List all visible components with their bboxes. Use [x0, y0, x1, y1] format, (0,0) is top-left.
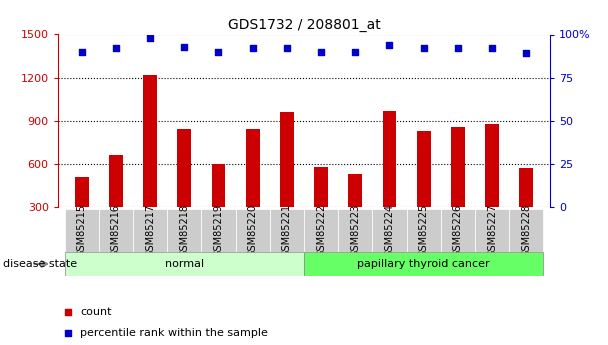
- Bar: [212, 164, 226, 207]
- Point: [145, 35, 155, 41]
- Point: [282, 46, 292, 51]
- Text: GSM85218: GSM85218: [179, 204, 189, 257]
- Text: GSM85227: GSM85227: [487, 204, 497, 257]
- Text: GSM85215: GSM85215: [77, 204, 87, 257]
- Bar: [167, 209, 201, 252]
- Bar: [519, 168, 533, 207]
- Bar: [314, 167, 328, 207]
- Point: [350, 49, 360, 55]
- Point: [419, 46, 429, 51]
- Text: papillary thyroid cancer: papillary thyroid cancer: [358, 259, 490, 269]
- Bar: [485, 124, 499, 207]
- Bar: [98, 209, 133, 252]
- Bar: [143, 75, 157, 207]
- Bar: [280, 112, 294, 207]
- Bar: [246, 129, 260, 207]
- Text: percentile rank within the sample: percentile rank within the sample: [80, 328, 268, 337]
- Bar: [338, 209, 372, 252]
- Bar: [178, 129, 191, 207]
- Point: [385, 42, 395, 48]
- Bar: [304, 252, 544, 276]
- Bar: [510, 209, 544, 252]
- Bar: [133, 209, 167, 252]
- Point: [111, 46, 121, 51]
- Bar: [201, 209, 236, 252]
- Point: [389, 235, 398, 240]
- Text: GSM85228: GSM85228: [521, 204, 531, 257]
- Point: [248, 46, 258, 51]
- Bar: [75, 177, 89, 207]
- Bar: [270, 209, 304, 252]
- Bar: [304, 209, 338, 252]
- Bar: [64, 252, 304, 276]
- Text: count: count: [80, 307, 111, 317]
- Point: [453, 46, 463, 51]
- Text: GSM85222: GSM85222: [316, 204, 326, 257]
- Text: GSM85225: GSM85225: [419, 204, 429, 257]
- Point: [179, 44, 189, 49]
- Text: GSM85219: GSM85219: [213, 204, 224, 257]
- Text: normal: normal: [165, 259, 204, 269]
- Point: [77, 49, 86, 55]
- Bar: [382, 111, 396, 207]
- Text: GSM85221: GSM85221: [282, 204, 292, 257]
- Text: GSM85223: GSM85223: [350, 204, 361, 257]
- Bar: [348, 174, 362, 207]
- Text: GSM85224: GSM85224: [384, 204, 395, 257]
- Title: GDS1732 / 208801_at: GDS1732 / 208801_at: [227, 18, 381, 32]
- Bar: [372, 209, 407, 252]
- Bar: [475, 209, 509, 252]
- Bar: [109, 155, 123, 207]
- Text: GSM85217: GSM85217: [145, 204, 155, 257]
- Bar: [64, 209, 98, 252]
- Bar: [407, 209, 441, 252]
- Point: [213, 49, 223, 55]
- Point: [522, 51, 531, 56]
- Text: GSM85226: GSM85226: [453, 204, 463, 257]
- Text: GSM85216: GSM85216: [111, 204, 121, 257]
- Bar: [451, 127, 465, 207]
- Point: [316, 49, 326, 55]
- Text: GSM85220: GSM85220: [247, 204, 258, 257]
- Point: [487, 46, 497, 51]
- Bar: [441, 209, 475, 252]
- Text: disease state: disease state: [3, 259, 77, 269]
- Bar: [417, 131, 430, 207]
- Point: [389, 51, 398, 57]
- Bar: [236, 209, 270, 252]
